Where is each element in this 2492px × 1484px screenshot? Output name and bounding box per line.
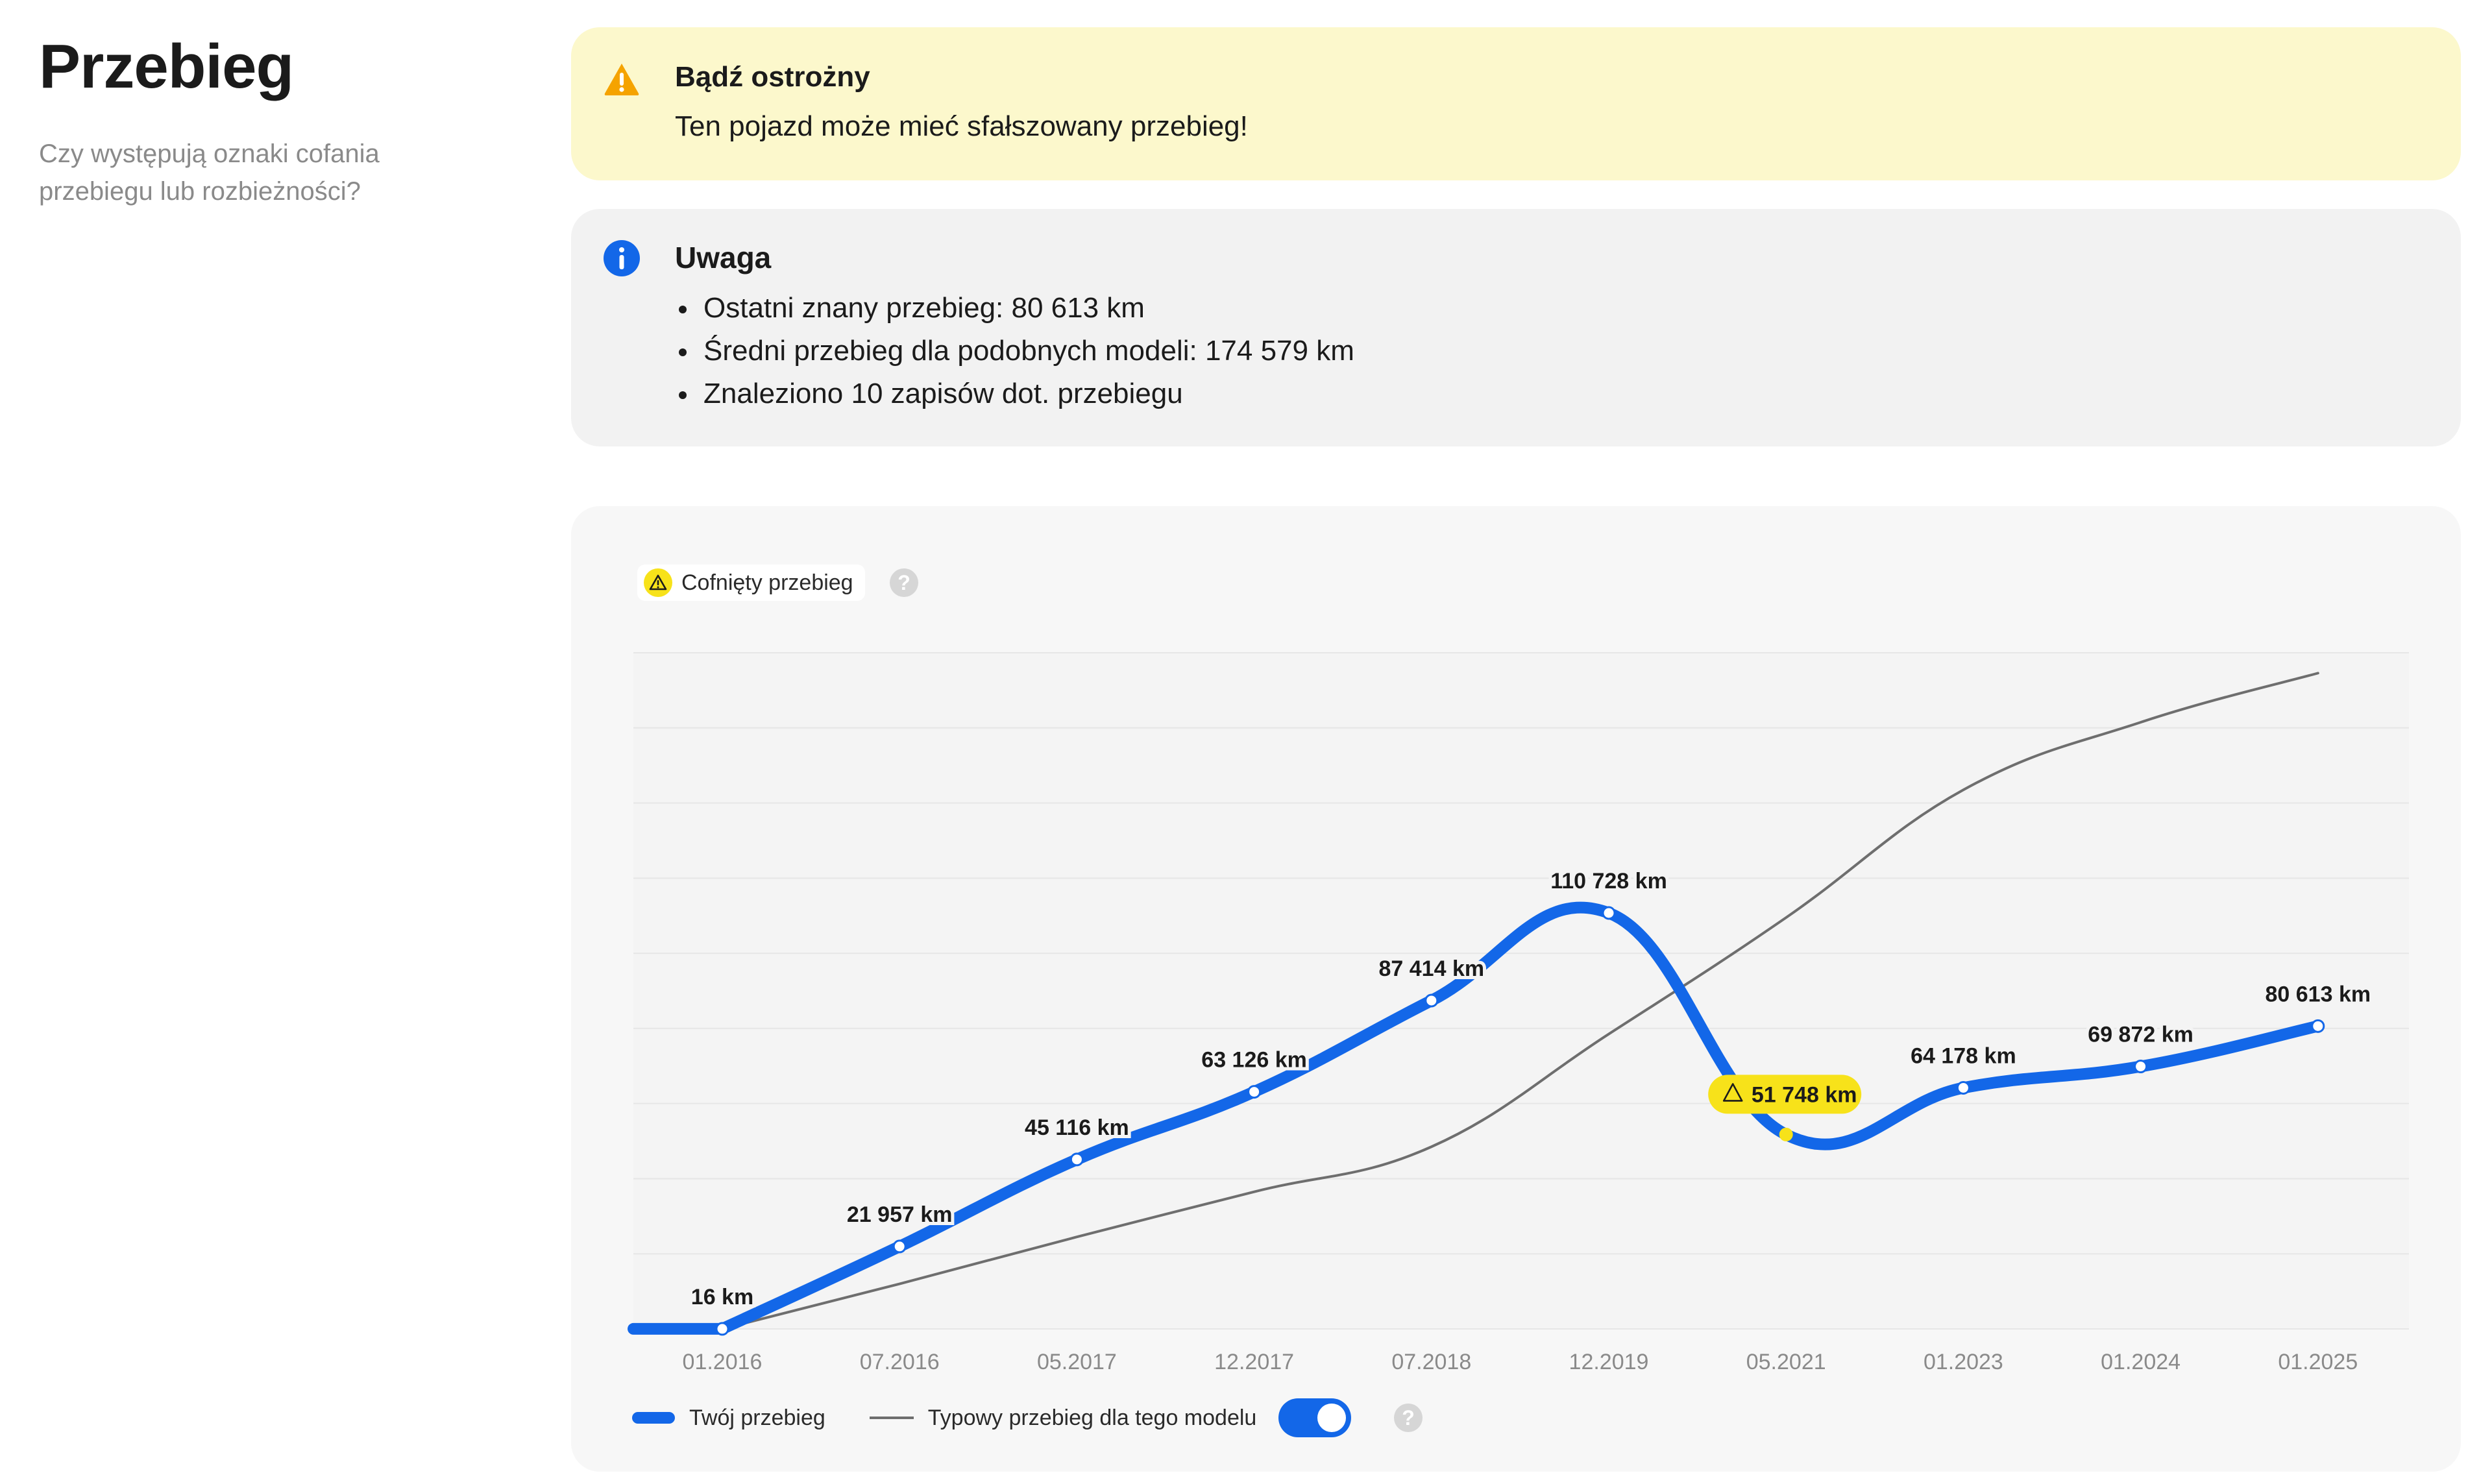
mileage-chart: 16 km 21 957 km 45 116 km 63 126 km 87 414 k… xyxy=(628,652,2409,1374)
data-label: 110 728 km xyxy=(1550,869,1667,894)
data-point xyxy=(2134,1060,2148,1074)
x-tick-label: 01.2025 xyxy=(2278,1350,2358,1374)
warning-title: Bądź ostrożny xyxy=(675,61,870,93)
data-label: 45 116 km xyxy=(1025,1115,1129,1140)
info-item-last-mileage: Ostatni znany przebieg: 80 613 km xyxy=(675,287,1354,330)
data-label: 63 126 km xyxy=(1201,1048,1307,1073)
data-point xyxy=(715,1322,729,1336)
help-icon[interactable]: ? xyxy=(1394,1404,1423,1432)
data-label: 69 872 km xyxy=(2088,1023,2193,1047)
data-point xyxy=(892,1239,907,1254)
data-point xyxy=(1069,1152,1084,1167)
warning-triangle-icon xyxy=(604,64,639,95)
data-point xyxy=(1247,1085,1262,1099)
warning-card: Bądź ostrożny Ten pojazd może mieć sfałs… xyxy=(571,27,2461,180)
warning-text: Ten pojazd może mieć sfałszowany przebie… xyxy=(675,110,1248,142)
info-item-average-mileage: Średni przebieg dla podobnych modeli: 17… xyxy=(675,330,1354,372)
plot-area xyxy=(633,653,2409,1329)
info-item-record-count: Znaleziono 10 zapisów dot. przebiegu xyxy=(675,372,1354,415)
legend-swatch-own xyxy=(632,1412,675,1424)
series-line-typical xyxy=(721,672,2319,1330)
info-list: Ostatni znany przebieg: 80 613 km Średni… xyxy=(675,287,1354,415)
legend-swatch-typical xyxy=(869,1417,914,1419)
data-point xyxy=(1424,993,1439,1008)
data-label: 80 613 km xyxy=(2266,982,2371,1006)
data-label: 21 957 km xyxy=(847,1202,953,1227)
x-tick-label: 12.2017 xyxy=(1214,1350,1294,1374)
x-tick-label: 07.2018 xyxy=(1391,1350,1471,1374)
x-tick-label: 01.2024 xyxy=(2101,1350,2180,1374)
info-title: Uwaga xyxy=(675,241,772,274)
series-line-own xyxy=(628,901,2324,1335)
chart-card: 16 km 21 957 km 45 116 km 63 126 km 87 414 k… xyxy=(571,506,2461,1472)
warning-triangle-icon xyxy=(644,568,672,597)
data-point xyxy=(2311,1019,2325,1033)
data-point xyxy=(1602,906,1616,920)
x-tick-label: 07.2016 xyxy=(860,1350,940,1374)
info-card: Uwaga Ostatni znany przebieg: 80 613 km … xyxy=(571,209,2461,446)
data-label: 16 km xyxy=(691,1285,753,1309)
rollback-badge xyxy=(1708,1075,1862,1114)
warning-triangle-icon xyxy=(1722,1083,1743,1102)
data-point xyxy=(1779,1127,1793,1141)
legend-own-label: Twój przebieg xyxy=(689,1405,825,1430)
data-label: 51 748 km xyxy=(1752,1082,1857,1107)
help-icon[interactable]: ? xyxy=(890,568,918,597)
x-tick-label: 05.2017 xyxy=(1037,1350,1117,1374)
x-tick-label: 05.2021 xyxy=(1746,1350,1826,1374)
typical-mileage-toggle[interactable] xyxy=(1278,1398,1352,1437)
chart-legend: Twój przebieg Typowy przebieg dla tego m… xyxy=(632,1398,1352,1437)
x-tick-label: 01.2016 xyxy=(683,1350,763,1374)
data-label: 64 178 km xyxy=(1911,1043,2016,1068)
legend-typical-label: Typowy przebieg dla tego modelu xyxy=(927,1405,1257,1430)
x-tick-label: 01.2023 xyxy=(1924,1350,2003,1374)
toggle-knob xyxy=(1317,1404,1347,1432)
rollback-tag-label: Cofnięty przebieg xyxy=(681,570,853,595)
data-point xyxy=(1956,1080,1970,1095)
x-tick-label: 12.2019 xyxy=(1569,1350,1649,1374)
section-subtitle: Czy występują oznaki cofania przebiegu l… xyxy=(39,140,380,206)
section-title: Przebieg xyxy=(39,32,294,101)
rollback-tag[interactable]: Cofnięty przebieg xyxy=(637,565,865,601)
data-label: 87 414 km xyxy=(1379,956,1485,981)
info-icon xyxy=(604,240,640,276)
